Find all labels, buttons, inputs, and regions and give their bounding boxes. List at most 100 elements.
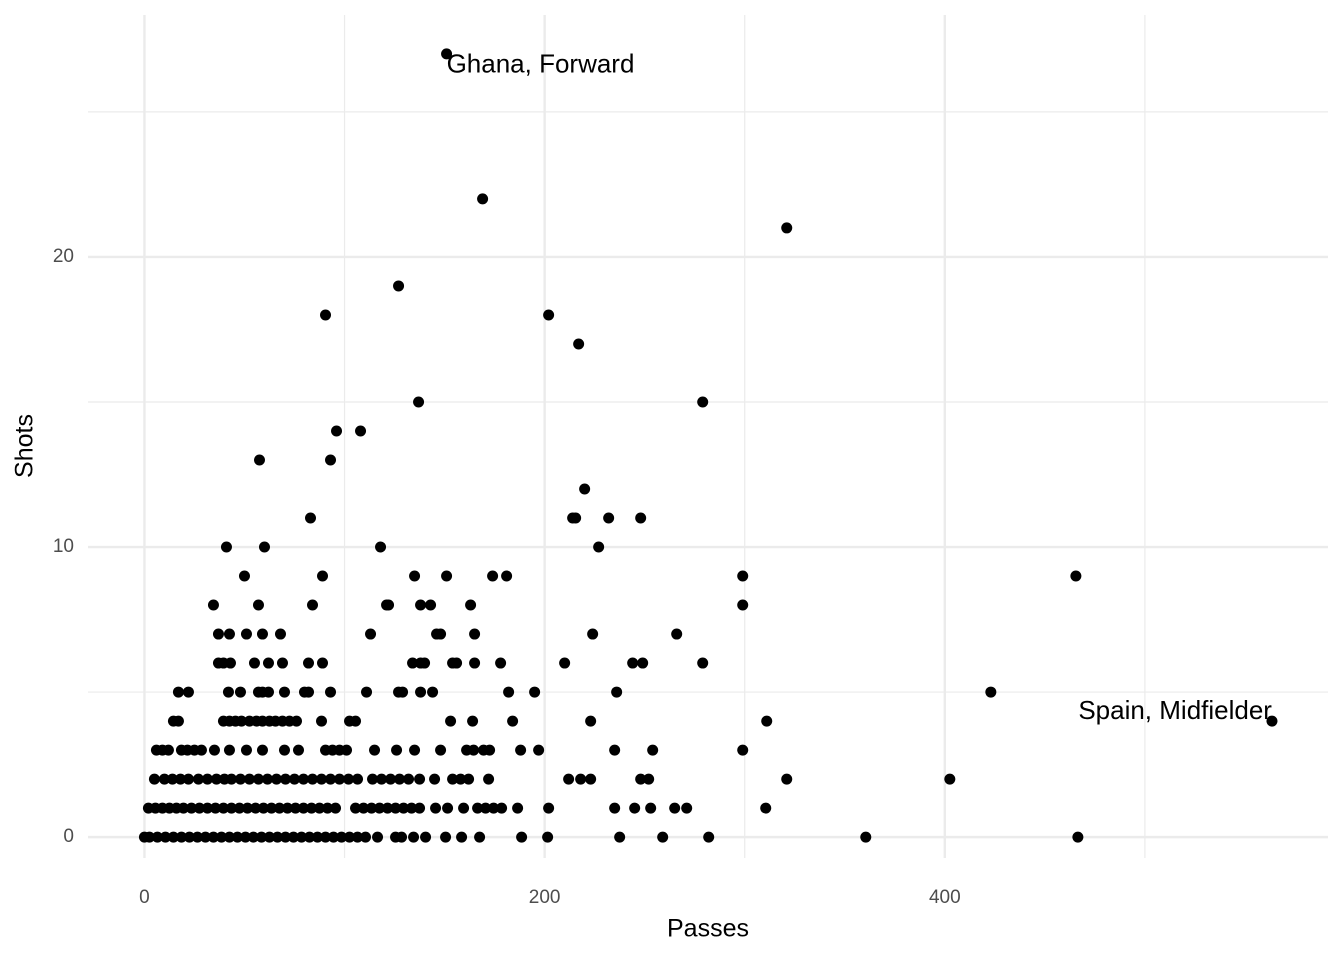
point <box>409 570 421 582</box>
point <box>477 193 489 205</box>
point <box>382 802 394 814</box>
point <box>559 657 571 669</box>
point <box>239 831 251 843</box>
point <box>435 744 447 756</box>
point <box>575 773 587 785</box>
point <box>420 831 432 843</box>
point <box>298 773 310 785</box>
point <box>456 831 468 843</box>
point <box>463 773 475 785</box>
point <box>344 831 356 843</box>
point <box>271 831 283 843</box>
annotation: Ghana, Forward <box>447 49 635 79</box>
point <box>224 657 236 669</box>
point <box>440 831 452 843</box>
point <box>151 831 163 843</box>
point <box>225 802 237 814</box>
point <box>322 802 334 814</box>
point <box>320 309 332 321</box>
point <box>325 454 337 466</box>
point <box>372 831 384 843</box>
point <box>627 657 639 669</box>
point <box>263 831 275 843</box>
point <box>396 831 408 843</box>
point <box>296 831 308 843</box>
point <box>256 744 268 756</box>
point <box>276 657 288 669</box>
point <box>201 773 213 785</box>
point <box>223 628 235 640</box>
point <box>451 657 463 669</box>
point <box>234 773 246 785</box>
point <box>215 831 227 843</box>
point <box>159 831 171 843</box>
point <box>207 599 219 611</box>
point <box>441 570 453 582</box>
point <box>543 802 555 814</box>
point <box>298 802 310 814</box>
point <box>235 715 247 727</box>
point <box>307 773 319 785</box>
point <box>629 802 641 814</box>
point <box>241 802 253 814</box>
point <box>191 831 203 843</box>
point <box>341 744 353 756</box>
point <box>360 831 372 843</box>
point <box>325 686 337 698</box>
point <box>350 715 362 727</box>
point <box>385 773 397 785</box>
point <box>249 802 261 814</box>
point <box>390 802 402 814</box>
point <box>316 715 328 727</box>
point <box>355 425 367 437</box>
point <box>467 715 479 727</box>
point <box>860 831 872 843</box>
point <box>419 657 431 669</box>
point <box>407 657 419 669</box>
point <box>262 686 274 698</box>
point <box>609 802 621 814</box>
point <box>278 686 290 698</box>
point <box>427 686 439 698</box>
point <box>681 802 693 814</box>
point <box>413 396 425 408</box>
point <box>166 773 178 785</box>
point <box>484 744 496 756</box>
point <box>570 512 582 524</box>
point <box>543 309 555 321</box>
point <box>376 773 388 785</box>
point <box>334 773 346 785</box>
point <box>474 831 486 843</box>
point <box>657 831 669 843</box>
point <box>415 686 427 698</box>
point <box>367 773 379 785</box>
point <box>383 599 395 611</box>
point <box>403 773 415 785</box>
point <box>312 831 324 843</box>
point <box>320 831 332 843</box>
point <box>507 715 519 727</box>
x-axis-title: Passes <box>667 915 749 943</box>
point <box>143 831 155 843</box>
point <box>669 802 681 814</box>
point <box>183 831 195 843</box>
point <box>279 831 291 843</box>
point <box>273 802 285 814</box>
point <box>760 802 772 814</box>
point <box>225 773 237 785</box>
point <box>563 773 575 785</box>
point <box>635 773 647 785</box>
point <box>148 773 160 785</box>
point <box>325 773 337 785</box>
point <box>361 686 373 698</box>
point <box>172 686 184 698</box>
point <box>697 396 709 408</box>
point <box>177 802 189 814</box>
point <box>414 802 426 814</box>
point <box>375 541 387 553</box>
point <box>472 802 484 814</box>
annotation: Spain, Midfielder <box>1078 695 1272 725</box>
point <box>222 686 234 698</box>
y-tick-label: 10 <box>53 536 74 557</box>
